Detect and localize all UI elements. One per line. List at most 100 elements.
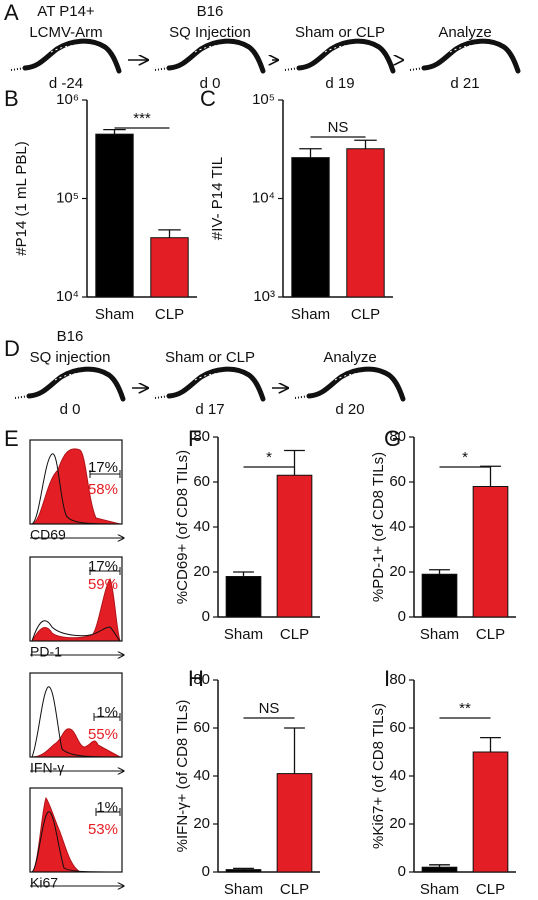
sham-percent: 1% xyxy=(96,704,118,721)
mouse-icon xyxy=(285,41,393,71)
timeline-text: B16 xyxy=(197,3,224,20)
timeline-day: d 20 xyxy=(335,401,364,418)
sham-percent: 1% xyxy=(96,799,118,816)
y-tick-label: 0 xyxy=(202,863,210,880)
mouse-icon xyxy=(11,41,119,71)
timeline-text: B16 xyxy=(57,328,84,345)
sham-percent: 17% xyxy=(88,558,118,575)
y-tick-label: 20 xyxy=(193,815,210,832)
y-axis-label: %IFN-γ+ (of CD8 TILs) xyxy=(174,700,191,853)
clp-percent: 58% xyxy=(88,481,118,498)
timeline-text: AT P14+ xyxy=(37,3,95,20)
marker-label: IFN-γ xyxy=(30,760,64,776)
x-tick-label: Sham xyxy=(420,626,459,643)
x-tick-label: CLP xyxy=(476,626,505,643)
timeline-day: d 17 xyxy=(195,401,224,418)
y-axis-label: %PD-1+ (of CD8 TILs) xyxy=(370,452,387,602)
y-tick-label: 10⁵ xyxy=(56,189,79,206)
x-tick-label: Sham xyxy=(291,306,330,323)
timeline-text: LCMV-Arm xyxy=(29,24,102,41)
bar xyxy=(225,576,262,618)
mouse-icon xyxy=(295,369,403,399)
bar xyxy=(291,157,330,298)
timeline-text: Analyze xyxy=(323,349,376,366)
timeline-text: Sham or CLP xyxy=(295,24,385,41)
bar xyxy=(421,866,458,873)
histogram-clp xyxy=(31,448,121,525)
y-tick-label: 40 xyxy=(193,518,210,535)
y-tick-label: 80 xyxy=(389,671,406,688)
y-tick-label: 10³ xyxy=(253,288,275,305)
timeline-text: SQ Injection xyxy=(169,24,251,41)
y-tick-label: 80 xyxy=(389,428,406,445)
panel-label: F xyxy=(188,426,201,451)
bar xyxy=(276,474,313,618)
x-tick-label: Sham xyxy=(224,626,263,643)
timeline-day: d 21 xyxy=(450,75,479,92)
x-tick-label: CLP xyxy=(476,881,505,898)
y-tick-label: 80 xyxy=(193,671,210,688)
histogram-frame xyxy=(29,787,123,873)
histogram-sham xyxy=(31,811,121,873)
y-axis-label: #P14 (1 mL PBL) xyxy=(13,141,30,256)
histogram-frame xyxy=(29,672,123,758)
y-tick-label: 10⁶ xyxy=(56,91,79,108)
significance-label: NS xyxy=(259,700,280,717)
panel-label: G xyxy=(384,426,401,451)
histogram-sham xyxy=(31,620,121,642)
y-tick-label: 10⁵ xyxy=(252,91,275,108)
bar xyxy=(225,869,262,873)
timeline-text: Sham or CLP xyxy=(165,349,255,366)
x-tick-label: CLP xyxy=(155,306,184,323)
x-tick-label: Sham xyxy=(95,306,134,323)
mouse-icon xyxy=(410,41,518,71)
significance-label: NS xyxy=(328,119,349,136)
panel-label: B xyxy=(4,86,19,111)
y-tick-label: 0 xyxy=(202,608,210,625)
panel-label: E xyxy=(4,426,19,451)
x-tick-label: Sham xyxy=(224,881,263,898)
panel-label: A xyxy=(4,0,19,25)
timeline-day: d -24 xyxy=(49,75,83,92)
timeline-day: d 0 xyxy=(200,75,221,92)
y-tick-label: 20 xyxy=(193,563,210,580)
y-tick-label: 40 xyxy=(389,518,406,535)
mouse-icon xyxy=(15,369,123,399)
bar xyxy=(346,148,385,298)
panel-label: D xyxy=(4,336,20,361)
clp-percent: 59% xyxy=(88,576,118,593)
y-tick-label: 60 xyxy=(389,719,406,736)
histogram-frame xyxy=(29,556,123,642)
y-axis-label: #IV- P14 TIL xyxy=(209,157,226,240)
histogram-sham xyxy=(31,453,121,525)
mouse-icon xyxy=(155,369,263,399)
histogram-clp xyxy=(31,728,121,758)
significance-label: ** xyxy=(459,700,471,717)
timeline-day: d 19 xyxy=(325,75,354,92)
x-tick-label: CLP xyxy=(351,306,380,323)
timeline-text: Analyze xyxy=(438,24,491,41)
marker-label: Ki67 xyxy=(30,875,58,891)
significance-label: *** xyxy=(133,110,151,127)
panel-label: H xyxy=(188,666,204,691)
timeline-text: SQ injection xyxy=(30,349,111,366)
y-tick-label: 0 xyxy=(398,608,406,625)
x-tick-label: CLP xyxy=(280,881,309,898)
bar xyxy=(472,751,509,873)
y-axis-label: %CD69+ (of CD8 TILs) xyxy=(174,450,191,604)
y-tick-label: 20 xyxy=(389,563,406,580)
timeline-day: d 0 xyxy=(60,401,81,418)
histogram-clp xyxy=(31,796,82,873)
y-tick-label: 60 xyxy=(193,719,210,736)
y-axis-label: %Ki67+ (of CD8 TILs) xyxy=(370,703,387,849)
clp-percent: 55% xyxy=(88,726,118,743)
y-tick-label: 60 xyxy=(193,473,210,490)
x-tick-label: CLP xyxy=(280,626,309,643)
y-tick-label: 80 xyxy=(193,428,210,445)
sham-percent: 17% xyxy=(88,459,118,476)
y-tick-label: 40 xyxy=(389,767,406,784)
histogram-frame xyxy=(29,439,123,525)
y-tick-label: 0 xyxy=(398,863,406,880)
bar xyxy=(276,773,313,873)
significance-label: * xyxy=(462,449,468,466)
